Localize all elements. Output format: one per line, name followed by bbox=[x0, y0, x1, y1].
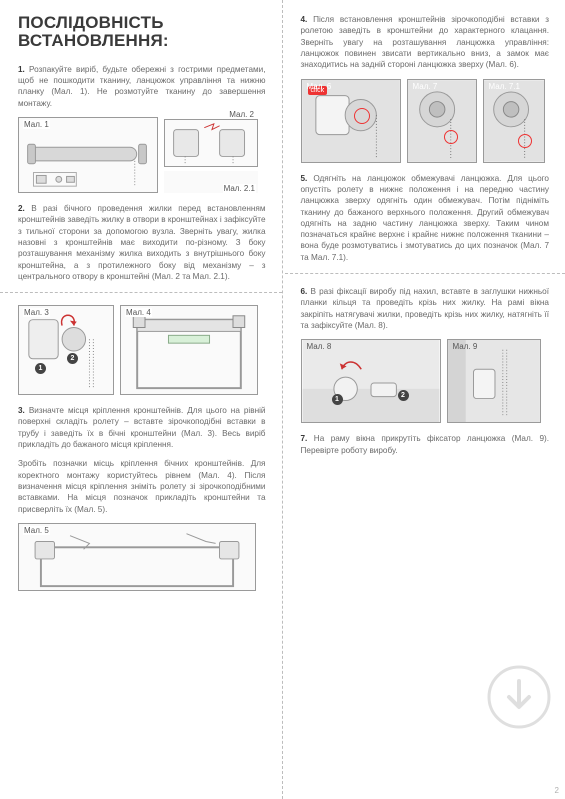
figure-8: 1 2 Мал. 8 bbox=[301, 339, 441, 423]
figure-row-1: Мал. 1 Мал. 2 Мал. 2.1 bbox=[18, 117, 266, 193]
figure-2-label: Мал. 2 bbox=[228, 110, 255, 119]
window-level-icon bbox=[121, 306, 257, 394]
chain-fixer-icon bbox=[448, 340, 540, 422]
bracket-assembly-icon bbox=[19, 306, 113, 394]
figure-8-label: Мал. 8 bbox=[306, 342, 333, 351]
section-divider-right bbox=[285, 273, 565, 274]
step-3-text-a: 3. Визначте місця кріплення кронштейнів.… bbox=[18, 405, 266, 450]
figure-7-1-label: Мал. 7.1 bbox=[488, 82, 521, 91]
step-1-body: Розпакуйте виріб, будьте обережні з гост… bbox=[18, 65, 266, 108]
step-3a-body: Визначте місця кріплення кронштейнів. Дл… bbox=[18, 406, 266, 449]
page-title: ПОСЛІДОВНІСТЬ ВСТАНОВЛЕННЯ: bbox=[18, 14, 266, 50]
limiter-back-icon bbox=[484, 80, 544, 162]
highlight-circle-icon bbox=[444, 130, 458, 144]
roller-blind-icon bbox=[19, 118, 157, 192]
step-2-body: В разі бічного проведення жилки перед вс… bbox=[18, 204, 266, 281]
figure-row-2: 1 2 Мал. 3 Мал. 4 bbox=[18, 305, 266, 395]
figure-2-1: Мал. 2.1 bbox=[164, 171, 258, 193]
step-2-num: 2. bbox=[18, 204, 25, 213]
figure-1: Мал. 1 bbox=[18, 117, 158, 193]
right-column: 4. Після встановлення кронштейнів зірочк… bbox=[283, 0, 565, 799]
figure-2: Мал. 2 bbox=[164, 119, 258, 167]
callout-1b: 1 bbox=[332, 394, 343, 405]
instruction-sheet: ПОСЛІДОВНІСТЬ ВСТАНОВЛЕННЯ: 1. Розпакуйт… bbox=[0, 0, 565, 799]
figure-6-label: Мал. 6 bbox=[306, 82, 333, 91]
figure-9-label: Мал. 9 bbox=[452, 342, 479, 351]
watermark-icon bbox=[487, 665, 551, 729]
step-7-body: На раму вікна прикрутіть фіксатор ланцюж… bbox=[301, 434, 550, 454]
section-divider-left bbox=[0, 292, 282, 293]
left-column: ПОСЛІДОВНІСТЬ ВСТАНОВЛЕННЯ: 1. Розпакуйт… bbox=[0, 0, 283, 799]
step-6-text: 6. В разі фіксації виробу під нахил, вст… bbox=[301, 286, 550, 331]
figure-5: Мал. 5 bbox=[18, 523, 256, 591]
highlight-circle-icon bbox=[518, 134, 532, 148]
limiter-front-icon bbox=[408, 80, 476, 162]
figure-5-label: Мал. 5 bbox=[23, 526, 50, 535]
figure-2-1-label: Мал. 2.1 bbox=[223, 184, 256, 193]
figure-6: click Мал. 6 bbox=[301, 79, 401, 163]
figure-3: 1 2 Мал. 3 bbox=[18, 305, 114, 395]
step-4-text: 4. Після встановлення кронштейнів зірочк… bbox=[301, 14, 550, 71]
step-6-body: В разі фіксації виробу під нахил, вставт… bbox=[301, 287, 550, 330]
figure-4-label: Мал. 4 bbox=[125, 308, 152, 317]
step-1-num: 1. bbox=[18, 65, 25, 74]
highlight-circle-icon bbox=[354, 108, 370, 124]
figure-row-4: click Мал. 6 Мал. 7 bbox=[301, 79, 550, 163]
figure-1-label: Мал. 1 bbox=[23, 120, 50, 129]
tensioner-icon bbox=[302, 340, 440, 422]
step-1-text: 1. Розпакуйте виріб, будьте обережні з г… bbox=[18, 64, 266, 109]
figure-2-group: Мал. 2 Мал. 2.1 bbox=[164, 119, 258, 193]
figure-7-label: Мал. 7 bbox=[412, 82, 439, 91]
step-4-body: Після встановлення кронштейнів зірочкопо… bbox=[301, 15, 550, 69]
step-5-body: Одягніть на ланцюжок обмежувачі ланцюжка… bbox=[301, 174, 550, 262]
step-3-num: 3. bbox=[18, 406, 25, 415]
step-7-text: 7. На раму вікна прикрутіть фіксатор лан… bbox=[301, 433, 550, 456]
figure-7: Мал. 7 bbox=[407, 79, 477, 163]
callout-2b: 2 bbox=[398, 390, 409, 401]
figure-9: Мал. 9 bbox=[447, 339, 541, 423]
page-number: 2 bbox=[555, 786, 559, 795]
figure-row-5: 1 2 Мал. 8 Мал. 9 bbox=[301, 339, 550, 423]
figure-3-label: Мал. 3 bbox=[23, 308, 50, 317]
step-5-text: 5. Одягніть на ланцюжок обмежувачі ланцю… bbox=[301, 173, 550, 264]
figure-4: Мал. 4 bbox=[120, 305, 258, 395]
figure-row-3: Мал. 5 bbox=[18, 523, 266, 591]
step-3-text-b: Зробіть позначки місць кріплення бічних … bbox=[18, 458, 266, 515]
step-2-text: 2. В разі бічного проведення жилки перед… bbox=[18, 203, 266, 282]
figure-7-1: Мал. 7.1 bbox=[483, 79, 545, 163]
bracket-thread-icon bbox=[165, 120, 257, 166]
bracket-drill-icon bbox=[19, 524, 255, 590]
